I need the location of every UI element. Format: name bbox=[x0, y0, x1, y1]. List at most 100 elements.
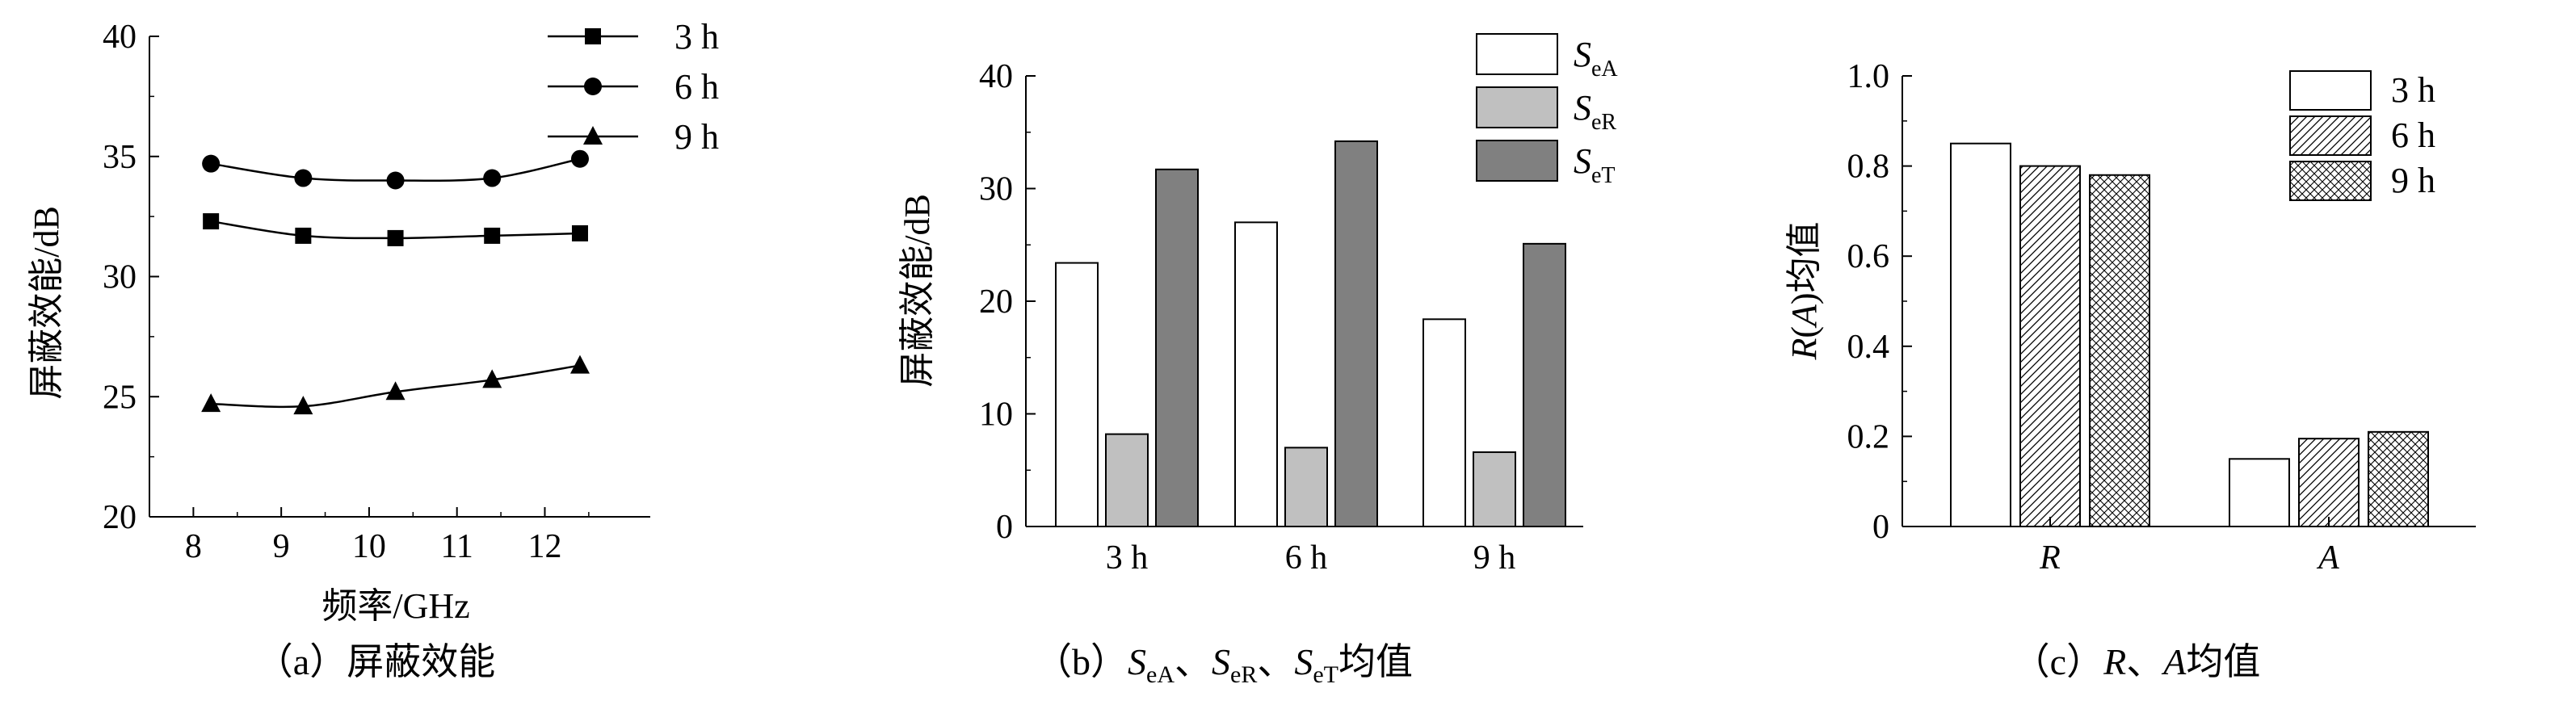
panel-a-line-chart: 20 25 30 35 40 8 9 10 11 12 3 h 6 h 9 h 频率/GHz 屏蔽效能… bbox=[27, 17, 719, 682]
ylabel-c-a: A bbox=[1784, 304, 1824, 329]
caption-b-s2: S bbox=[1212, 641, 1230, 682]
panel-b-bars bbox=[1055, 140, 1566, 527]
bar-eA-2 bbox=[1234, 221, 1278, 527]
triangle-marker bbox=[482, 369, 502, 388]
y-tick-label: 20 bbox=[103, 499, 137, 536]
y-tick-label: 10 bbox=[979, 396, 1013, 434]
circle-marker bbox=[483, 169, 502, 187]
triangle-marker bbox=[583, 126, 603, 145]
x-tick-label: 12 bbox=[527, 528, 561, 565]
x-tick-label: R bbox=[2039, 539, 2061, 577]
x-tick-label: 11 bbox=[440, 528, 473, 565]
legend-swatch bbox=[1476, 140, 1558, 182]
legend-subscript: eA bbox=[1591, 57, 1618, 82]
panel-c-bar-chart: 00.20.40.60.81.0R A 3 h6 h9 h R(A)均值 （c）R… bbox=[1784, 58, 2476, 682]
legend-label: SeT bbox=[1574, 141, 1616, 188]
legend-label: 9 h bbox=[674, 117, 719, 157]
caption-b-sub2: eR bbox=[1230, 661, 1257, 688]
panel-b-legend: SeA SeR SeT bbox=[1476, 33, 1618, 188]
legend-swatch bbox=[1476, 33, 1558, 75]
caption-b-suffix: 均值 bbox=[1338, 641, 1413, 682]
circle-marker bbox=[294, 169, 313, 187]
square-marker bbox=[387, 229, 404, 246]
panel-a-xlabel: 频率/GHz bbox=[321, 586, 469, 626]
circle-marker bbox=[584, 78, 602, 95]
caption-b-sub3: eT bbox=[1313, 661, 1338, 688]
caption-b-prefix: （b） bbox=[1035, 641, 1128, 682]
y-tick-label: 40 bbox=[979, 58, 1013, 95]
panel-a-series bbox=[201, 149, 590, 415]
legend-swatch bbox=[1476, 86, 1558, 128]
y-tick-label: 35 bbox=[103, 139, 137, 176]
panel-c-caption: （c）R、A均值 bbox=[2013, 641, 2261, 682]
y-tick-label: 25 bbox=[103, 379, 137, 416]
legend-swatch bbox=[2289, 161, 2372, 201]
panel-c-bars bbox=[1950, 142, 2429, 528]
panel-a-ylabel: 屏蔽效能/dB bbox=[27, 206, 66, 400]
y-tick-label: 30 bbox=[103, 259, 137, 296]
triangle-marker bbox=[293, 396, 313, 415]
legend-label: SeR bbox=[1574, 88, 1616, 135]
y-tick-label: 0.2 bbox=[1847, 418, 1890, 455]
bar-eR-2 bbox=[1284, 447, 1328, 527]
panel-a-caption: （a）屏蔽效能 bbox=[256, 641, 495, 682]
x-tick-label: 9 bbox=[273, 528, 290, 565]
legend-swatch bbox=[2289, 115, 2372, 156]
y-tick-label: 30 bbox=[979, 171, 1013, 208]
bar-A-3 bbox=[2368, 430, 2429, 528]
caption-c-a: A bbox=[2161, 641, 2187, 682]
legend-label: 9 h bbox=[2391, 161, 2435, 200]
triangle-marker bbox=[201, 393, 221, 413]
bar-eT-2 bbox=[1334, 140, 1378, 527]
panel-c-legend: 3 h 6 h 9 h bbox=[2289, 70, 2435, 201]
panel-b-ylabel: 屏蔽效能/dB bbox=[897, 194, 937, 388]
legend-subscript: eT bbox=[1591, 163, 1616, 188]
panel-c-axes: 0 0.2 0.4 0.6 0.8 1.0 R A bbox=[1847, 58, 2476, 577]
legend-label: 3 h bbox=[2391, 70, 2435, 110]
x-tick-label: 6 h bbox=[1285, 539, 1328, 577]
square-marker bbox=[484, 227, 501, 244]
caption-b-sep2: 、 bbox=[1257, 641, 1294, 682]
caption-c-prefix: （c） bbox=[2013, 641, 2103, 682]
circle-marker bbox=[386, 171, 405, 190]
caption-c-r: R bbox=[2103, 641, 2126, 682]
legend-label: 3 h bbox=[674, 17, 719, 57]
bar-eA-1 bbox=[1055, 262, 1099, 527]
caption-b-s1: S bbox=[1128, 641, 1146, 682]
triangle-marker bbox=[385, 381, 406, 401]
x-tick-label: 3 h bbox=[1106, 539, 1149, 577]
legend-label: SeA bbox=[1574, 35, 1618, 82]
caption-b-s3: S bbox=[1294, 641, 1313, 682]
panel-c-ylabel: R(A)均值 bbox=[1784, 221, 1824, 360]
caption-c-sep: 、 bbox=[2126, 641, 2163, 682]
y-tick-label: 20 bbox=[979, 283, 1013, 321]
square-marker bbox=[203, 213, 220, 230]
legend-symbol: S bbox=[1574, 141, 1591, 181]
circle-marker bbox=[202, 154, 221, 173]
bar-eT-1 bbox=[1155, 168, 1199, 527]
bar-A-1 bbox=[2229, 458, 2290, 527]
legend-label: 6 h bbox=[674, 67, 719, 107]
x-tick-label: 10 bbox=[352, 528, 386, 565]
y-tick-label: 40 bbox=[103, 19, 137, 56]
y-tick-label: 0 bbox=[996, 509, 1013, 546]
square-marker bbox=[571, 224, 588, 241]
panel-a-axes: 20 25 30 35 40 8 9 10 11 12 bbox=[103, 19, 650, 565]
y-tick-label: 0.6 bbox=[1847, 238, 1890, 275]
bar-R-3 bbox=[2089, 174, 2150, 527]
bar-eR-1 bbox=[1105, 433, 1149, 527]
legend-label: 6 h bbox=[2391, 115, 2435, 155]
bar-R-2 bbox=[2019, 165, 2081, 527]
y-tick-label: 1.0 bbox=[1847, 58, 1890, 95]
square-marker bbox=[585, 28, 601, 44]
caption-b-sep1: 、 bbox=[1175, 641, 1212, 682]
x-tick-label: 8 bbox=[185, 528, 202, 565]
y-tick-label: 0.4 bbox=[1847, 329, 1890, 366]
ylabel-c-paren: ( bbox=[1784, 326, 1824, 338]
legend-swatch bbox=[2289, 70, 2372, 111]
panel-a-legend: 3 h 6 h 9 h bbox=[548, 17, 719, 157]
bar-eT-3 bbox=[1523, 242, 1566, 527]
y-tick-label: 0.8 bbox=[1847, 149, 1890, 186]
